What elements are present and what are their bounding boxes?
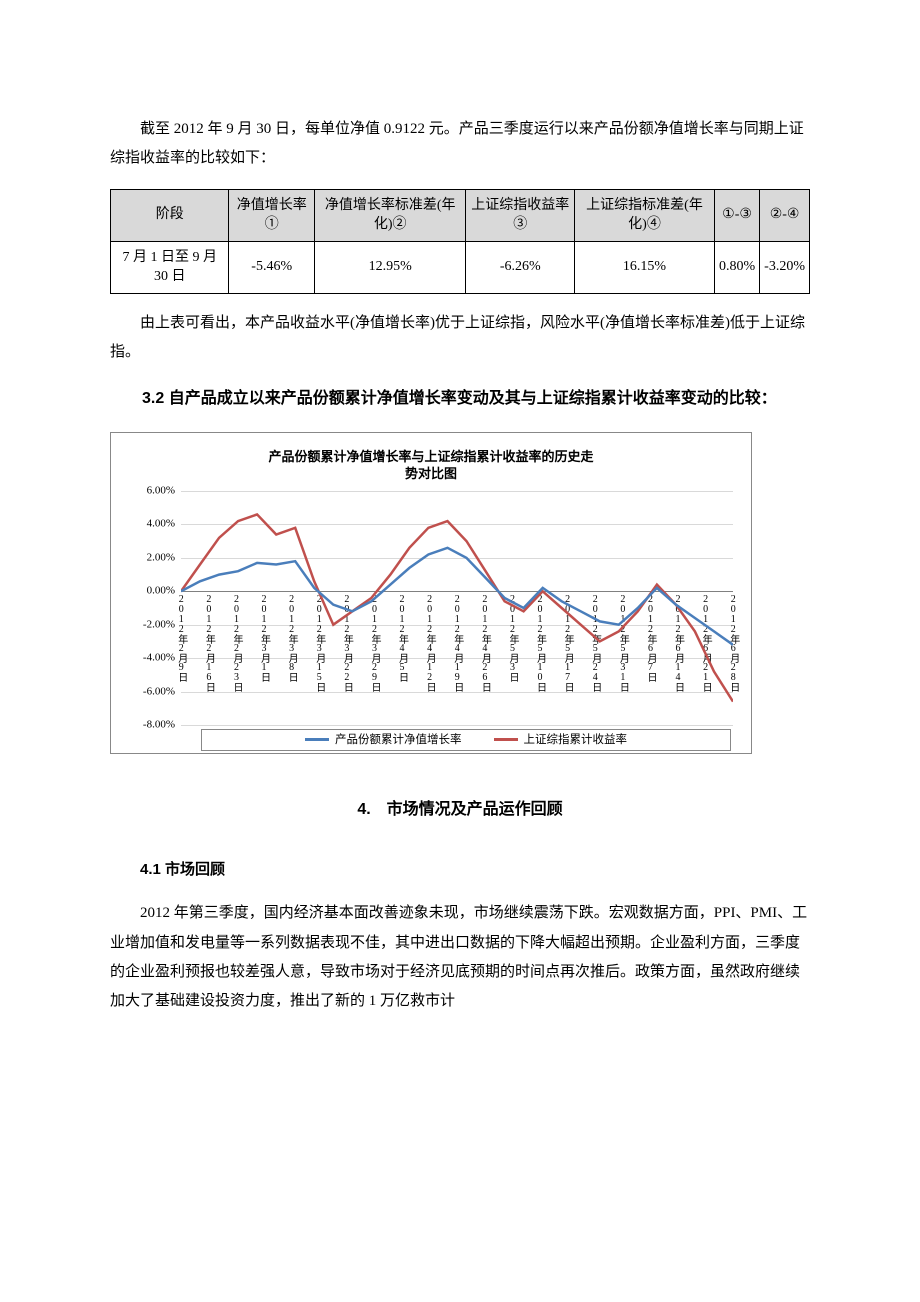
y-tick-label: -6.00%	[119, 681, 175, 702]
y-tick-label: 0.00%	[119, 581, 175, 602]
chart-title-l2: 势对比图	[405, 466, 457, 481]
y-tick-label: 4.00%	[119, 514, 175, 535]
legend-label-b: 上证综指累计收益率	[524, 729, 628, 751]
y-tick-label: -4.00%	[119, 647, 175, 668]
intro-paragraph: 截至 2012 年 9 月 30 日，每单位净值 0.9122 元。产品三季度运…	[110, 115, 810, 174]
legend-swatch-b	[494, 738, 518, 741]
legend-item-b: 上证综指累计收益率	[494, 729, 628, 751]
th-diff-13: ①-③	[714, 189, 759, 241]
cell-idx-std: 16.15%	[575, 241, 715, 293]
th-nav-growth: 净值增长率①	[229, 189, 315, 241]
cell-nav-growth: -5.46%	[229, 241, 315, 293]
th-idx-ret: 上证综指收益率③	[466, 189, 575, 241]
y-tick-label: 2.00%	[119, 547, 175, 568]
comparison-table: 阶段 净值增长率① 净值增长率标准差(年化)② 上证综指收益率③ 上证综指标准差…	[110, 189, 810, 294]
y-tick-label: -2.00%	[119, 614, 175, 635]
heading-4-1: 4.1 市场回顾	[110, 855, 810, 884]
cell-nav-std: 12.95%	[314, 241, 465, 293]
th-idx-std: 上证综指标准差(年化)④	[575, 189, 715, 241]
th-diff-24: ②-④	[760, 189, 810, 241]
series-b-line	[181, 514, 733, 701]
grid-line	[181, 725, 733, 726]
heading-3-2: 3.2 自产品成立以来产品份额累计净值增长率变动及其与上证综指累计收益率变动的比…	[110, 382, 810, 416]
chart-legend: 产品份额累计净值增长率 上证综指累计收益率	[201, 729, 731, 751]
legend-label-a: 产品份额累计净值增长率	[335, 729, 462, 751]
cell-period: 7 月 1 日至 9 月 30 日	[111, 241, 229, 293]
legend-item-a: 产品份额累计净值增长率	[305, 729, 462, 751]
cell-idx-ret: -6.26%	[466, 241, 575, 293]
body-4-1: 2012 年第三季度，国内经济基本面改善迹象未现，市场继续震荡下跌。宏观数据方面…	[110, 899, 810, 1016]
y-tick-label: 6.00%	[119, 480, 175, 501]
comparison-chart: 产品份额累计净值增长率与上证综指累计收益率的历史走 势对比图 6.00% 4.00…	[110, 432, 752, 754]
legend-swatch-a	[305, 738, 329, 741]
th-nav-std: 净值增长率标准差(年化)②	[314, 189, 465, 241]
series-a-line	[181, 548, 733, 645]
table-row: 7 月 1 日至 9 月 30 日 -5.46% 12.95% -6.26% 1…	[111, 241, 810, 293]
chart-lines	[181, 491, 733, 725]
analysis-paragraph: 由上表可看出，本产品收益水平(净值增长率)优于上证综指，风险水平(净值增长率标准…	[110, 309, 810, 368]
chart-title-l1: 产品份额累计净值增长率与上证综指累计收益率的历史走	[268, 449, 593, 464]
heading-4: 4. 市场情况及产品运作回顾	[110, 794, 810, 825]
chart-title: 产品份额累计净值增长率与上证综指累计收益率的历史走 势对比图	[111, 449, 751, 483]
cell-diff-13: 0.80%	[714, 241, 759, 293]
cell-diff-24: -3.20%	[760, 241, 810, 293]
y-tick-label: -8.00%	[119, 714, 175, 735]
th-period: 阶段	[111, 189, 229, 241]
